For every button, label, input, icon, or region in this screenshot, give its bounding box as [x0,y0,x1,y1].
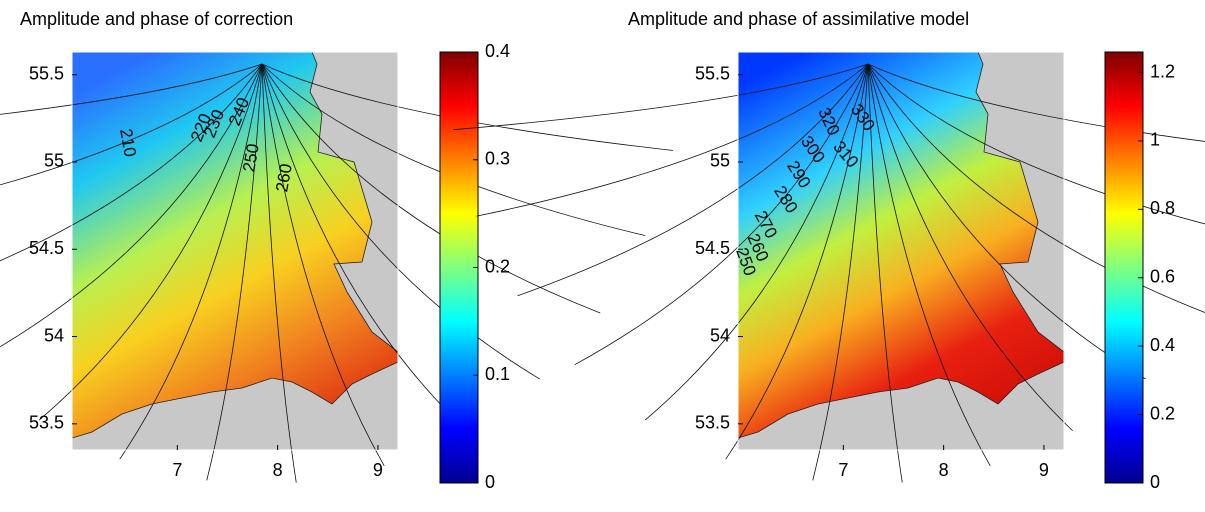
sea-field [71,51,399,439]
x-tick-label: 7 [172,460,182,480]
contour-line [261,63,646,237]
contour-line [867,63,1073,432]
contour-line [812,63,869,481]
contour-line [38,63,263,421]
contour-line [867,63,991,467]
contour-line [261,63,540,380]
colorbar-tick-label: 0.4 [485,41,510,61]
contour-line [725,63,869,460]
colorbar [1104,51,1144,484]
contour-label: 260 [272,162,296,193]
colorbar-tick-label: 0 [485,472,495,492]
contour-line [0,63,263,186]
contour-line [261,63,467,432]
colorbar-tick-label: 0.6 [1150,267,1175,287]
contour-line [261,63,385,467]
contour-line [867,63,1205,313]
contour-line [517,63,869,297]
colorbar-tick-label: 0.2 [485,256,510,276]
contour-line [261,63,601,314]
contour-line [867,63,903,483]
contour-line [867,63,1205,225]
x-tick-label: 9 [1039,460,1049,480]
axes-frame [71,51,399,451]
chart-title: Amplitude and phase of correction [20,9,293,29]
colorbar-tick-label: 0.1 [485,364,510,384]
contour-line [119,63,263,460]
contour-line [476,63,869,217]
colorbar-tick-label: 0 [1150,472,1160,492]
y-tick-label: 55 [44,151,64,171]
chart-title: Amplitude and phase of assimilative mode… [628,9,969,29]
contour-label: 210 [116,127,140,158]
contour-line [574,63,869,366]
contour-line [453,63,869,131]
x-tick-label: 7 [838,460,848,480]
colorbar [439,51,479,484]
colorbar-tick-label: 0.2 [1150,403,1175,423]
colorbar-tick-label: 0.4 [1150,335,1175,355]
y-tick-label: 53.5 [695,413,730,433]
y-tick-label: 55.5 [29,63,64,83]
y-tick-label: 54.5 [695,238,730,258]
y-tick-label: 55 [710,151,730,171]
contour-line [867,63,1146,380]
x-tick-label: 8 [939,460,949,480]
colorbar-tick-label: 1 [1150,130,1160,150]
contour-label: 250 [239,142,263,173]
y-tick-label: 54.5 [29,238,64,258]
contour-line [206,63,263,481]
y-tick-label: 53.5 [29,413,64,433]
x-tick-label: 9 [373,460,383,480]
contour-line [261,63,674,151]
axes-frame [737,51,1065,451]
contour-line [0,63,263,115]
y-tick-label: 55.5 [695,63,730,83]
colorbar-tick-label: 1.2 [1150,61,1175,81]
y-tick-label: 54 [44,325,64,345]
contour-line [0,63,263,262]
x-tick-label: 8 [273,460,283,480]
sea-field [737,51,1065,439]
contour-line [0,63,263,348]
contour-line [644,63,869,421]
colorbar-tick-label: 0.3 [485,149,510,169]
colorbar-tick-label: 0.8 [1150,198,1175,218]
y-tick-label: 54 [710,325,730,345]
contour-line [867,63,1205,142]
contour-line [261,63,297,483]
